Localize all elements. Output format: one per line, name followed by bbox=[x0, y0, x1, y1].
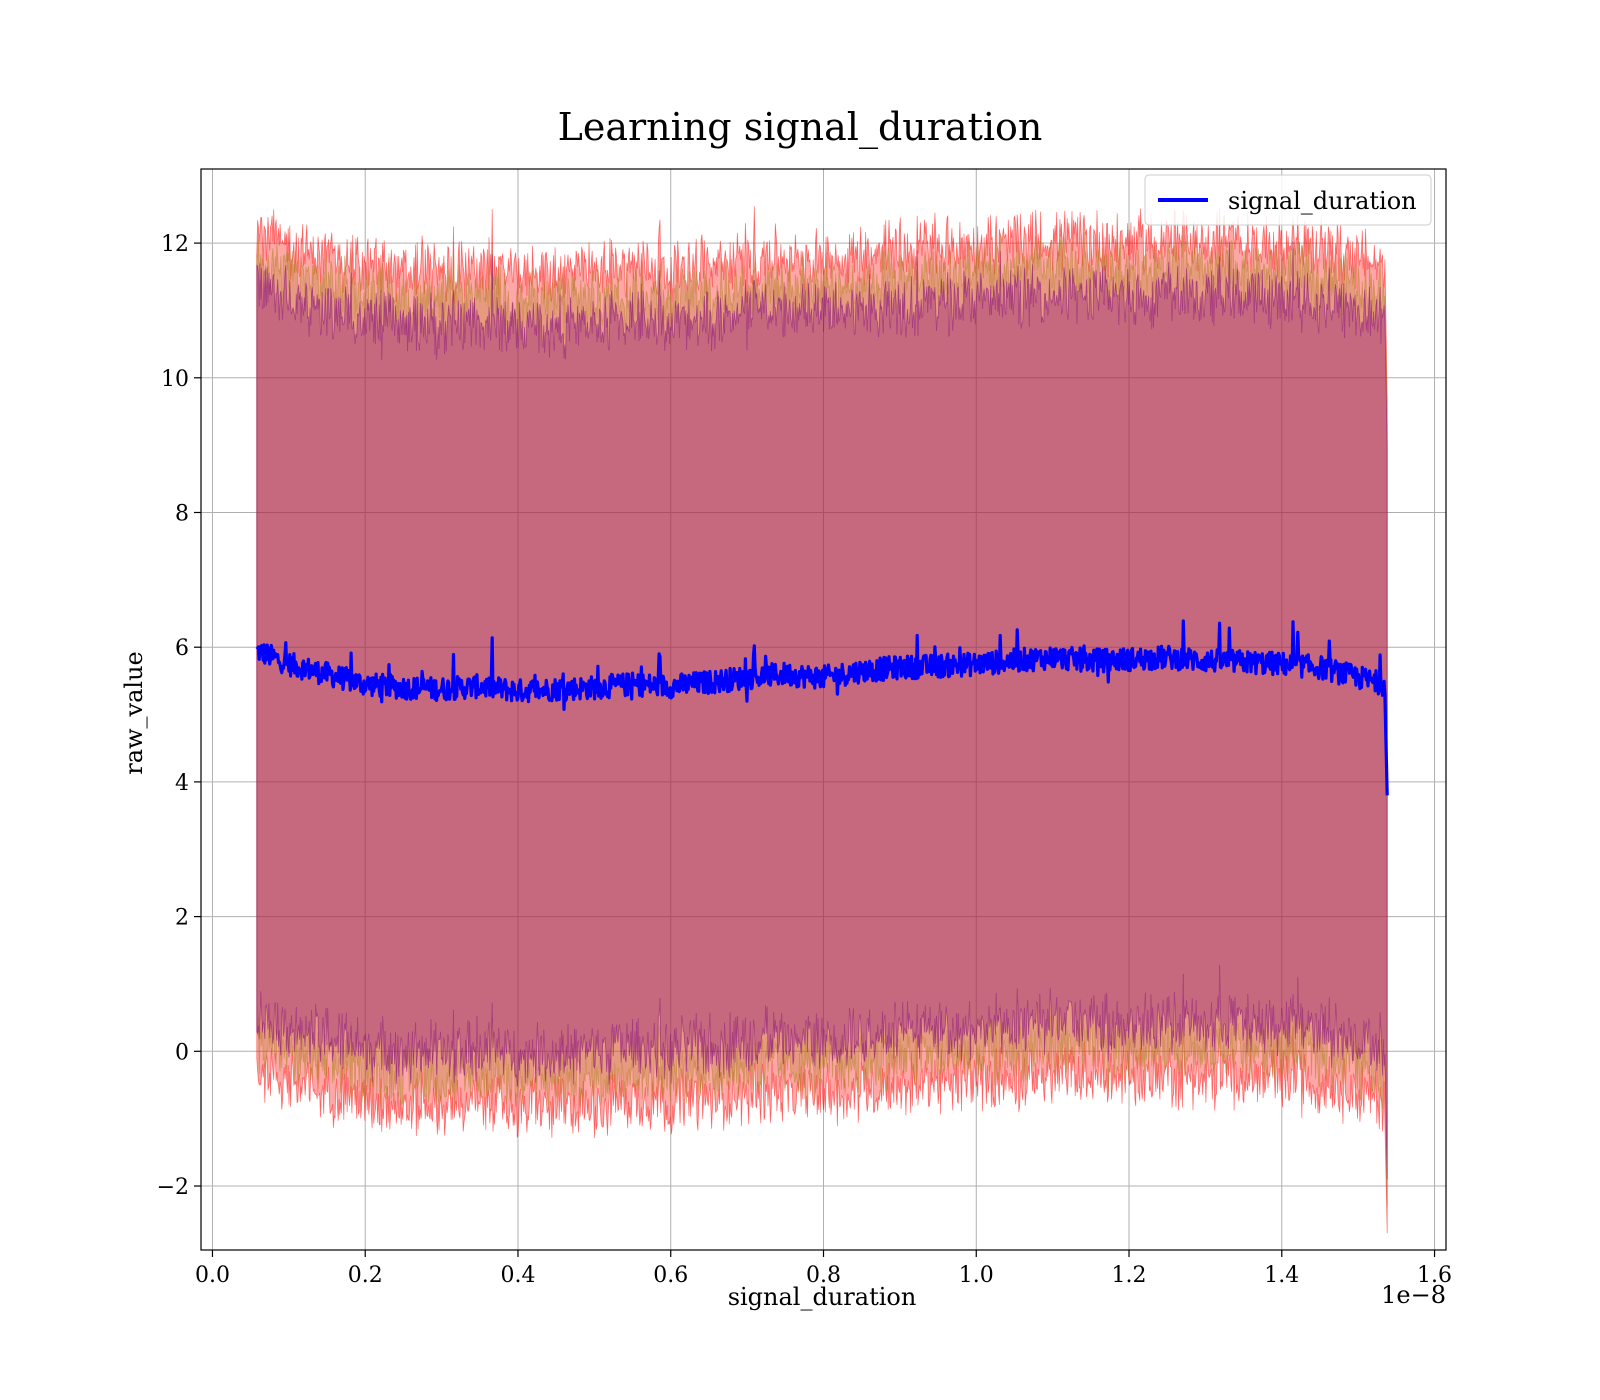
y-tick-label-2: 2 bbox=[175, 906, 189, 931]
x-axis-ticks: 0.0 0.2 0.4 0.6 0.8 1.0 1.2 1.4 1.6 bbox=[195, 1250, 1452, 1288]
y-axis-label: raw_value bbox=[120, 651, 148, 775]
chart-title: Learning signal_duration bbox=[558, 105, 1043, 150]
x-tick-label-2: 0.4 bbox=[500, 1263, 535, 1288]
series-line-signal_duration bbox=[255, 619, 1389, 796]
x-axis-offset-text: 1e−8 bbox=[1381, 1281, 1446, 1309]
x-tick-label-1: 0.2 bbox=[348, 1263, 383, 1288]
y-tick-label-5: 8 bbox=[175, 501, 189, 526]
y-tick-label-7: 12 bbox=[161, 232, 189, 257]
y-tick-label-1: 0 bbox=[175, 1040, 189, 1065]
x-tick-label-0: 0.0 bbox=[195, 1263, 230, 1288]
legend: signal_duration bbox=[1144, 174, 1432, 226]
x-tick-label-6: 1.2 bbox=[1112, 1263, 1147, 1288]
x-tick-label-5: 1.0 bbox=[959, 1263, 994, 1288]
y-tick-label-6: 10 bbox=[161, 367, 189, 392]
y-tick-label-4: 6 bbox=[175, 636, 189, 661]
confidence-band-inner bbox=[256, 241, 1388, 1180]
x-tick-label-3: 0.6 bbox=[653, 1263, 688, 1288]
series bbox=[255, 619, 1389, 796]
y-axis-ticks: −2 0 2 4 6 8 10 12 bbox=[157, 232, 201, 1200]
y-tick-label-0: −2 bbox=[157, 1175, 189, 1200]
confidence-band-middle bbox=[256, 212, 1388, 1207]
x-axis-label: signal_duration bbox=[728, 1283, 917, 1311]
bands bbox=[256, 206, 1388, 1234]
grid bbox=[201, 169, 1446, 1250]
x-tick-label-4: 0.8 bbox=[806, 1263, 841, 1288]
legend-entry-label: signal_duration bbox=[1228, 187, 1417, 215]
legend-box bbox=[1144, 174, 1432, 226]
y-tick-label-3: 4 bbox=[175, 771, 189, 796]
x-tick-label-8: 1.6 bbox=[1417, 1263, 1452, 1288]
x-tick-label-7: 1.4 bbox=[1264, 1263, 1299, 1288]
